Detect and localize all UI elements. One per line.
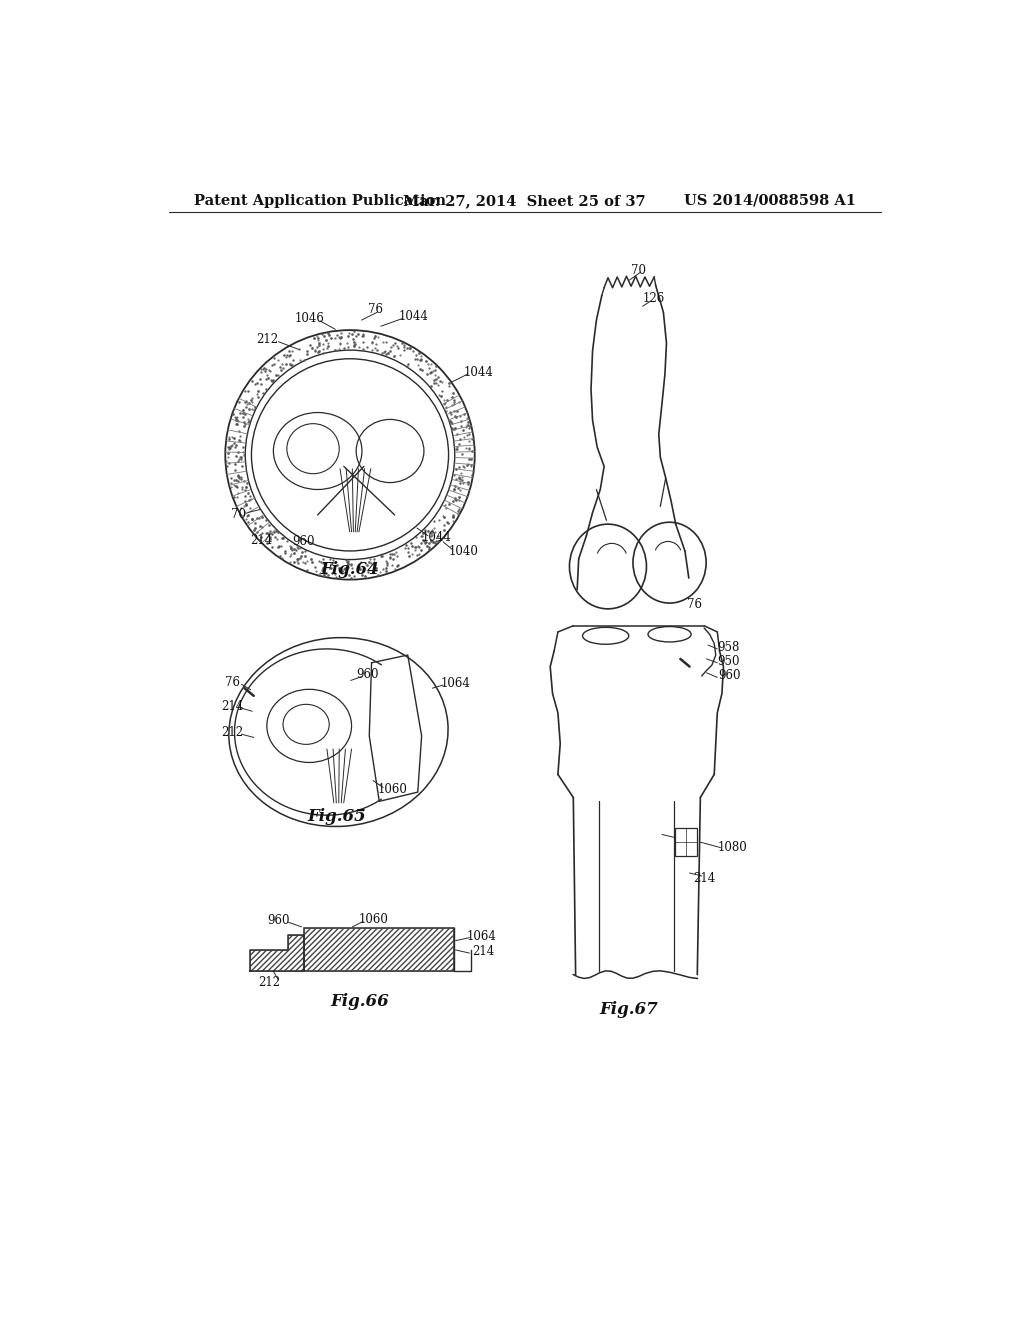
Text: US 2014/0088598 A1: US 2014/0088598 A1 xyxy=(684,194,856,207)
Text: 1080: 1080 xyxy=(718,841,748,854)
Text: 214: 214 xyxy=(472,945,495,958)
Text: 960: 960 xyxy=(719,669,741,682)
Text: 960: 960 xyxy=(267,915,290,927)
Text: 76: 76 xyxy=(368,302,383,315)
Text: 76: 76 xyxy=(224,676,240,689)
Bar xyxy=(304,928,454,970)
Text: 958: 958 xyxy=(717,640,739,653)
Text: 214: 214 xyxy=(221,700,244,713)
Bar xyxy=(675,829,696,855)
Text: 1044: 1044 xyxy=(399,310,429,323)
Text: Fig.66: Fig.66 xyxy=(331,993,389,1010)
Text: 1064: 1064 xyxy=(467,929,497,942)
Text: 1060: 1060 xyxy=(378,783,408,796)
Text: 76: 76 xyxy=(687,598,701,611)
Text: Fig.67: Fig.67 xyxy=(599,1001,658,1018)
Text: 214: 214 xyxy=(250,533,272,546)
Text: 950: 950 xyxy=(717,655,739,668)
Text: Mar. 27, 2014  Sheet 25 of 37: Mar. 27, 2014 Sheet 25 of 37 xyxy=(403,194,646,207)
Text: 1040: 1040 xyxy=(449,545,478,557)
Text: 960: 960 xyxy=(293,536,315,548)
Text: 70: 70 xyxy=(230,508,246,520)
Text: 212: 212 xyxy=(258,975,281,989)
Text: 70: 70 xyxy=(631,264,646,277)
Text: Fig.65: Fig.65 xyxy=(307,808,367,825)
Text: 1064: 1064 xyxy=(440,677,470,690)
Text: 214: 214 xyxy=(693,871,716,884)
Bar xyxy=(304,928,454,970)
Text: 126: 126 xyxy=(643,292,666,305)
Text: 212: 212 xyxy=(221,726,244,739)
Text: 960: 960 xyxy=(356,668,379,681)
Text: Fig.64: Fig.64 xyxy=(321,561,379,578)
Text: Patent Application Publication: Patent Application Publication xyxy=(194,194,445,207)
Text: 1044: 1044 xyxy=(464,366,494,379)
Text: 1060: 1060 xyxy=(359,912,389,925)
Text: 1046: 1046 xyxy=(294,312,325,325)
Text: 1044: 1044 xyxy=(422,531,452,544)
Text: 212: 212 xyxy=(257,333,279,346)
